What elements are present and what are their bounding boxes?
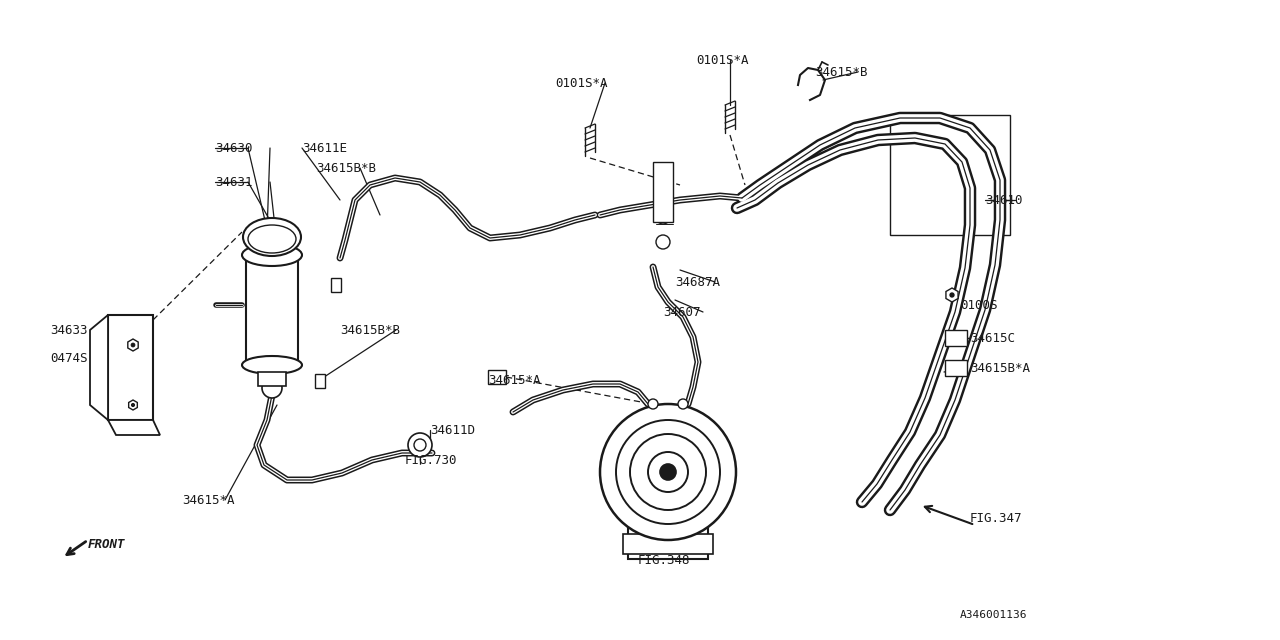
Circle shape [262,378,282,398]
Text: FRONT: FRONT [88,538,125,552]
Circle shape [950,293,954,297]
Circle shape [657,210,669,224]
Ellipse shape [243,218,301,256]
Text: 34615B*A: 34615B*A [970,362,1030,374]
Circle shape [660,464,676,480]
Polygon shape [108,420,160,435]
Text: FIG.348: FIG.348 [637,554,690,566]
Circle shape [413,439,426,451]
Circle shape [657,235,669,249]
Bar [315,374,325,388]
Text: 0101S*A: 0101S*A [556,77,608,90]
Bar [332,278,340,292]
Text: 34615*A: 34615*A [488,374,540,387]
Text: 34631: 34631 [215,175,252,189]
Bar [945,360,966,376]
Bar [945,330,966,346]
Text: FIG.730: FIG.730 [404,454,457,467]
Polygon shape [129,400,137,410]
Circle shape [657,185,669,199]
Text: 34615*A: 34615*A [182,493,234,506]
Circle shape [408,433,433,457]
Ellipse shape [242,356,302,374]
Text: 34687A: 34687A [675,275,721,289]
Text: 34633: 34633 [50,323,87,337]
Circle shape [678,399,689,409]
Ellipse shape [242,244,302,266]
Circle shape [600,404,736,540]
Text: A346001136: A346001136 [960,610,1028,620]
Text: 34610: 34610 [986,193,1023,207]
Bar [628,524,708,559]
Text: 34615B*B: 34615B*B [316,161,376,175]
Bar [653,162,673,222]
Polygon shape [128,339,138,351]
Text: 34611D: 34611D [430,424,475,436]
Circle shape [616,420,721,524]
Circle shape [648,452,689,492]
Text: 34630: 34630 [215,141,252,154]
Ellipse shape [248,225,296,253]
Circle shape [630,434,707,510]
Text: 0474S: 0474S [50,351,87,365]
Text: 0101S*A: 0101S*A [696,54,749,67]
Circle shape [132,343,134,347]
Text: 34607: 34607 [663,305,700,319]
Bar [890,115,1010,235]
Circle shape [132,403,134,406]
Text: 34615B*B: 34615B*B [340,323,401,337]
Polygon shape [946,288,957,302]
Polygon shape [90,315,108,420]
Text: 34611E: 34611E [302,141,347,154]
Polygon shape [108,315,154,420]
Bar [246,255,298,365]
Text: 34615*B: 34615*B [815,65,868,79]
Circle shape [648,399,658,409]
Bar [259,372,285,386]
Bar [488,370,506,384]
Bar [623,534,713,554]
Text: 0100S: 0100S [960,298,997,312]
Text: 34615C: 34615C [970,332,1015,344]
Text: FIG.347: FIG.347 [970,511,1023,525]
